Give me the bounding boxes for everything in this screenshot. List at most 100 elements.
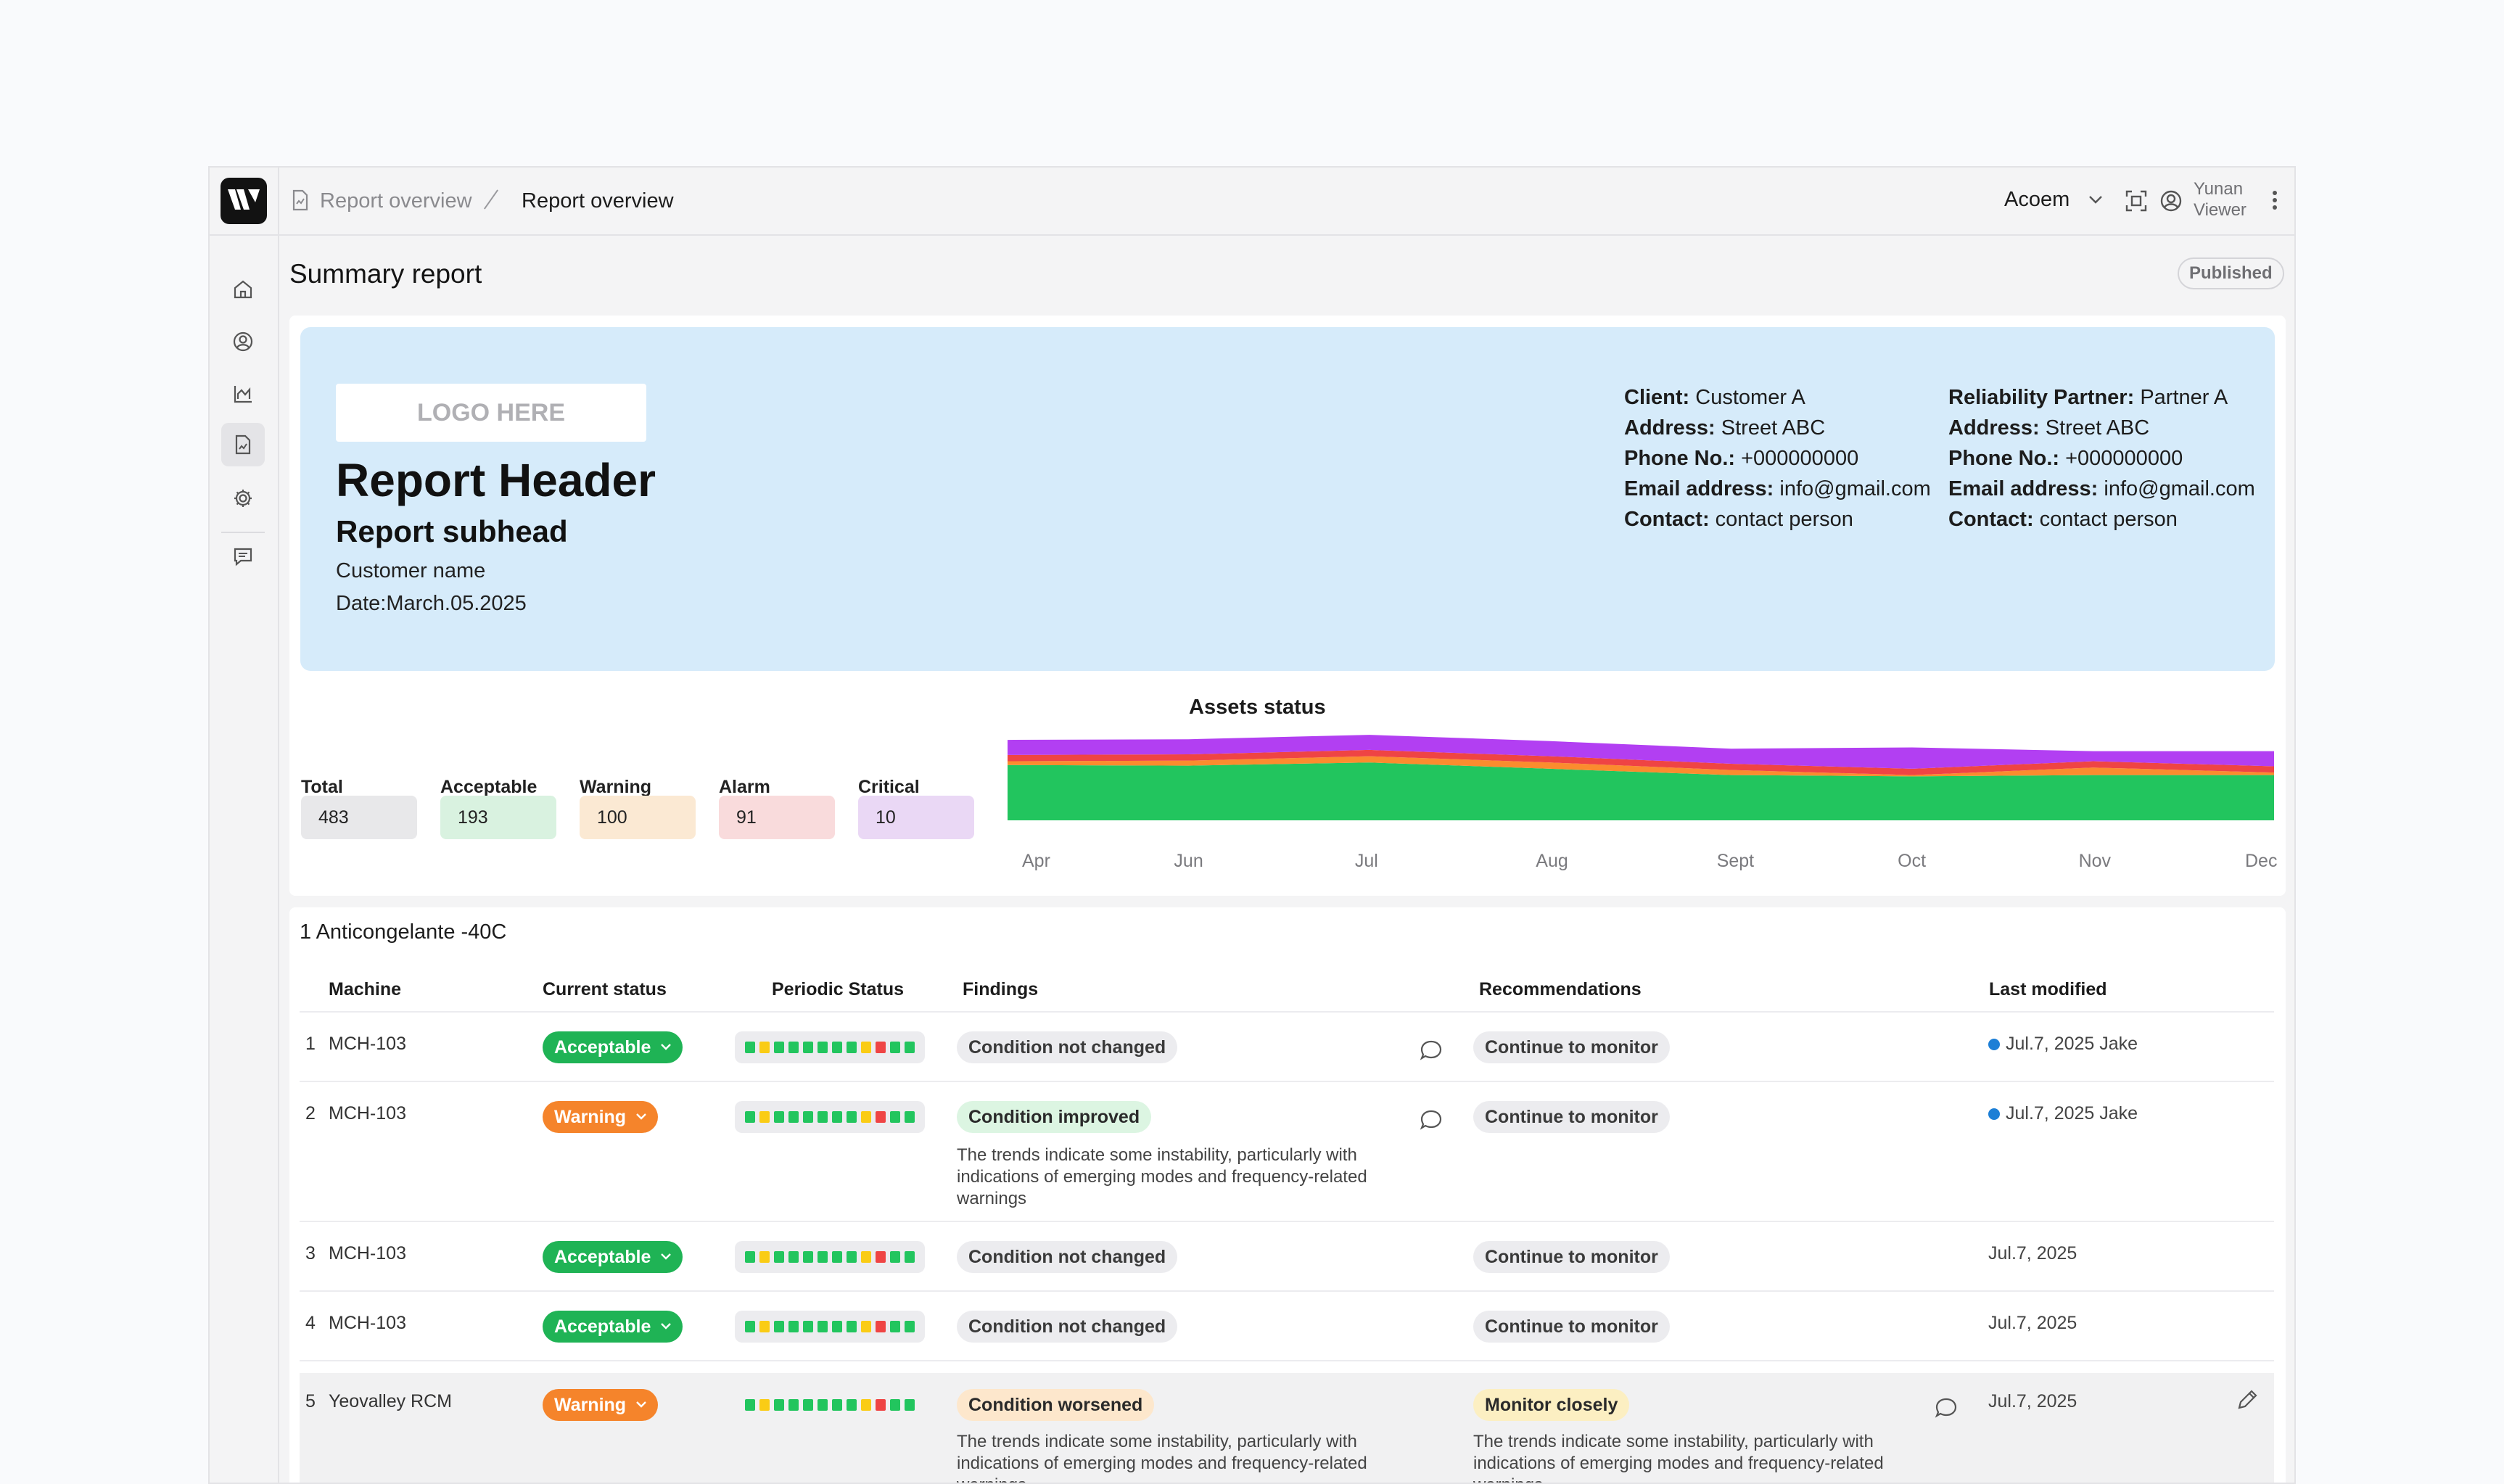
more-options-icon[interactable] (2270, 188, 2280, 213)
info-value: Partner A (2140, 386, 2228, 409)
machine-name[interactable]: Yeovalley RCM (329, 1391, 452, 1411)
periodic-status-cell (832, 1399, 842, 1411)
periodic-status-cell (817, 1321, 828, 1332)
periodic-status-cell (847, 1399, 857, 1411)
org-selector[interactable]: Acoem (2004, 188, 2070, 211)
header-current-status[interactable]: Current status (543, 979, 667, 999)
status-dropdown[interactable]: Warning (543, 1389, 659, 1421)
info-value: contact person (2039, 508, 2178, 531)
table-row[interactable]: 1 MCH-103 Acceptable Condition not chang… (300, 1013, 2274, 1082)
periodic-status-cell (905, 1321, 915, 1332)
status-dropdown[interactable]: Acceptable (543, 1241, 683, 1273)
chart-icon (234, 386, 252, 403)
sidebar-item-home[interactable] (221, 268, 265, 311)
periodic-status-cell (876, 1042, 886, 1053)
periodic-status-cell (861, 1251, 871, 1263)
finding-pill: Condition improved (957, 1101, 1152, 1133)
info-value: contact person (1715, 508, 1853, 531)
chevron-down-icon (636, 1113, 646, 1120)
periodic-status-cell (876, 1111, 886, 1123)
info-label: Client: (1624, 386, 1690, 409)
user-avatar-icon[interactable] (2159, 189, 2183, 213)
periodic-status-cell (847, 1321, 857, 1332)
home-icon (234, 280, 252, 299)
info-value: Street ABC (1721, 416, 1826, 440)
sidebar-item-messages[interactable] (221, 535, 265, 578)
chevron-down-icon (636, 1401, 646, 1408)
periodic-status-cell (803, 1251, 813, 1263)
stat-label-acceptable: Acceptable (440, 777, 538, 797)
periodic-status-cell (861, 1111, 871, 1123)
finding-pill: Condition not changed (957, 1241, 1178, 1273)
periodic-status-cell (817, 1251, 828, 1263)
info-label: Address: (1624, 416, 1716, 440)
report-header: Report Header (336, 454, 656, 506)
comment-icon[interactable] (1420, 1039, 1443, 1062)
gear-icon (234, 490, 252, 507)
machine-name[interactable]: MCH-103 (329, 1103, 406, 1124)
periodic-status-cell (774, 1042, 784, 1053)
x-tick-label: Aug (1536, 851, 1568, 871)
table-row[interactable]: 3 MCH-103 Acceptable Condition not chang… (300, 1222, 2274, 1292)
info-label: Contact: (1948, 508, 2034, 531)
app-window: Report overview Report overview Acoem Yu… (208, 166, 2296, 1484)
sidebar-item-settings[interactable] (221, 477, 265, 520)
header-findings[interactable]: Findings (963, 979, 1039, 999)
finding-pill: Condition worsened (957, 1389, 1155, 1421)
periodic-status-cell (861, 1042, 871, 1053)
status-dropdown[interactable]: Acceptable (543, 1031, 683, 1063)
chart-area-series-2 (1008, 749, 2274, 775)
periodic-status-cell (745, 1321, 755, 1332)
info-value: Customer A (1695, 386, 1805, 409)
breadcrumb-parent[interactable]: Report overview (320, 189, 472, 213)
header-periodic-status[interactable]: Periodic Status (772, 979, 904, 999)
machine-name[interactable]: MCH-103 (329, 1313, 406, 1333)
table-row[interactable]: 5 Yeovalley RCM Warning Condition worsen… (300, 1373, 2274, 1483)
status-label: Acceptable (554, 1037, 651, 1058)
periodic-status-cell (832, 1251, 842, 1263)
chevron-down-icon[interactable] (2087, 192, 2104, 207)
sidebar-item-users[interactable] (221, 320, 265, 363)
user-circle-icon (233, 331, 253, 352)
app-logo[interactable] (221, 178, 267, 224)
report-file-icon (235, 434, 251, 455)
machine-name[interactable]: MCH-103 (329, 1034, 406, 1054)
client-line: Client: Customer A (1624, 382, 1931, 413)
unread-dot (1988, 1108, 2000, 1120)
periodic-status-bar (735, 1389, 925, 1421)
table-row[interactable]: 2 MCH-103 Warning Condition improved The… (300, 1082, 2274, 1222)
header-machine[interactable]: Machine (329, 979, 402, 999)
chevron-down-icon (661, 1044, 672, 1050)
sidebar-item-reports[interactable] (221, 423, 265, 466)
sidebar-item-analytics[interactable] (221, 372, 265, 416)
page-title: Summary report (289, 259, 482, 289)
status-badge: Published (2178, 257, 2284, 289)
assets-status-chart (1008, 735, 2274, 820)
header-recommendations[interactable]: Recommendations (1479, 979, 1642, 999)
periodic-status-cell (890, 1111, 900, 1123)
status-dropdown[interactable]: Warning (543, 1101, 659, 1133)
header-last-modified[interactable]: Last modified (1989, 979, 2107, 999)
periodic-status-cell (774, 1111, 784, 1123)
logo-mark-icon (228, 189, 260, 210)
periodic-status-cell (847, 1042, 857, 1053)
comment-icon[interactable] (1420, 1108, 1443, 1131)
chevron-down-icon (661, 1253, 672, 1260)
status-dropdown[interactable]: Acceptable (543, 1311, 683, 1343)
scan-icon[interactable] (2125, 189, 2148, 213)
periodic-status-cell (832, 1111, 842, 1123)
edit-pencil-icon[interactable] (2235, 1388, 2260, 1412)
info-label: Phone No.: (1624, 447, 1736, 470)
chevron-down-icon (661, 1323, 672, 1330)
user-name: Yunan (2194, 179, 2244, 199)
periodic-status-cell (905, 1111, 915, 1123)
periodic-status-cell (817, 1042, 828, 1053)
periodic-status-cell (890, 1399, 900, 1411)
periodic-status-cell (745, 1399, 755, 1411)
partner-line: Contact: contact person (1948, 504, 2255, 535)
periodic-status-cell (890, 1251, 900, 1263)
machine-name[interactable]: MCH-103 (329, 1243, 406, 1264)
stat-value-critical: 10 (858, 796, 974, 839)
comment-icon[interactable] (1935, 1396, 1958, 1419)
table-row[interactable]: 4 MCH-103 Acceptable Condition not chang… (300, 1292, 2274, 1361)
